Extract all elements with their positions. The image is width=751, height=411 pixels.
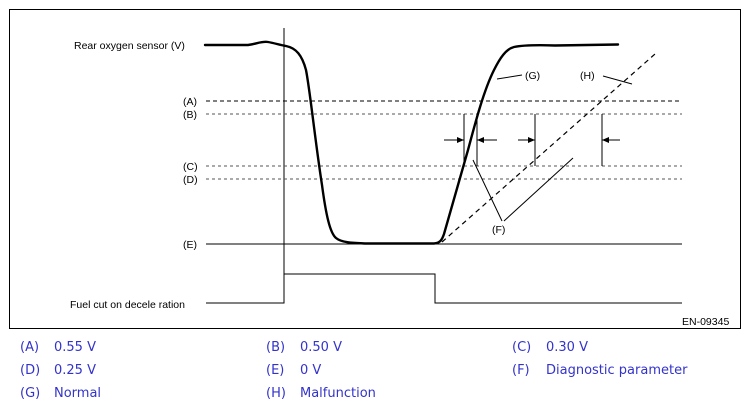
level-label-e: (E) <box>183 239 197 251</box>
fuel-cut-axis-label: Fuel cut on decele ration <box>70 299 185 311</box>
legend-item-g: (G) Normal <box>20 386 101 401</box>
f-leader-malfunction <box>503 157 574 222</box>
sensor-axis-label: Rear oxygen sensor (V) <box>74 40 185 52</box>
legend-text: 0.25 V <box>54 363 96 378</box>
callout-h-label: (H) <box>580 70 595 82</box>
legend-item-f: (F) Diagnostic parameter <box>512 363 687 378</box>
legend-text: 0.50 V <box>300 340 342 355</box>
legend-item-b: (B) 0.50 V <box>266 340 342 355</box>
f-leader-normal <box>472 159 503 222</box>
level-label-a: (A) <box>183 96 197 108</box>
legend-text: Normal <box>54 386 102 401</box>
h-leader <box>602 75 633 85</box>
figure-id: EN-09345 <box>682 316 729 328</box>
legend-item-d: (D) 0.25 V <box>20 363 96 378</box>
legend-key: (G) <box>20 386 41 401</box>
diagram-canvas: (A) (B) (C) (D) (E) Rear oxygen sensor (… <box>70 28 729 328</box>
malfunction-arrowhead-right <box>602 137 609 143</box>
legend-key: (A) <box>20 340 40 355</box>
legend-key: (C) <box>512 340 532 355</box>
level-label-b: (B) <box>183 109 197 121</box>
callout-f-label: (F) <box>492 224 505 236</box>
legend-text: 0.55 V <box>54 340 96 355</box>
legend-item-e: (E) 0 V <box>266 363 321 378</box>
legend-item-c: (C) 0.30 V <box>512 340 588 355</box>
fuel-cut-signal <box>206 273 682 304</box>
legend-text: Diagnostic parameter <box>546 363 688 378</box>
malfunction-arrowhead-left <box>528 137 535 143</box>
legend-item-a: (A) 0.55 V <box>20 340 96 355</box>
normal-arrowhead-left <box>457 137 464 143</box>
g-leader <box>496 74 523 80</box>
level-label-d: (D) <box>183 174 198 186</box>
legend-key: (E) <box>266 363 285 378</box>
malfunction-curve <box>441 53 656 243</box>
level-label-c: (C) <box>183 161 198 173</box>
sensor-voltage-curve <box>203 40 620 245</box>
legend-key: (D) <box>20 363 41 378</box>
legend-key: (H) <box>266 386 286 401</box>
normal-arrowhead-right <box>477 137 484 143</box>
legend-text: 0 V <box>300 363 322 378</box>
legend-text: 0.30 V <box>546 340 588 355</box>
legend-key: (B) <box>266 340 286 355</box>
timing-diagram: (A) (B) (C) (D) (E) Rear oxygen sensor (… <box>9 9 741 329</box>
legend-item-h: (H) Malfunction <box>266 386 376 401</box>
legend-text: Malfunction <box>300 386 376 401</box>
callout-g-label: (G) <box>525 70 540 82</box>
legend-key: (F) <box>512 363 530 378</box>
